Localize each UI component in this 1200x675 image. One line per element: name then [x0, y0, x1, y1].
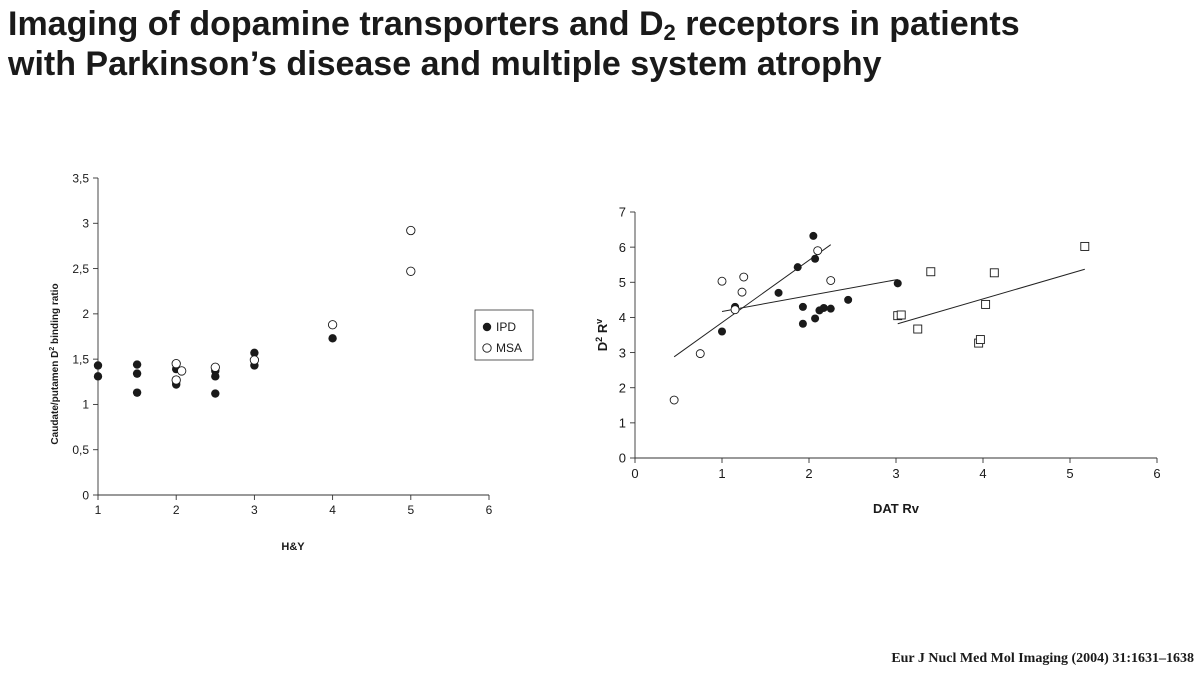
chart2-x-tick-label: 3 [892, 466, 899, 481]
slide-title: Imaging of dopamine transporters and D2 … [8, 4, 1193, 84]
chart1-x-axis-title: H&Y [281, 541, 305, 553]
chart2-point-filled [893, 279, 902, 288]
chart2-axes: 0 1 2 3 4 5 6 0 1 2 3 4 5 6 7 [619, 205, 1161, 481]
chart2-point-square [1080, 241, 1090, 251]
chart2-point-square [981, 299, 991, 309]
chart2-x-tick-label: 6 [1153, 466, 1160, 481]
chart2-y-tick-label: 1 [619, 416, 626, 431]
title-line-1-end: receptors in patients [675, 5, 1020, 43]
title-subscript: 2 [663, 20, 676, 45]
chart2-x-axis-title: DAT Rv [873, 501, 920, 516]
chart1-y-tick-label: 2 [82, 307, 89, 321]
legend-msa-label: MSA [496, 341, 522, 355]
chart2-y-tick-label: 3 [619, 345, 626, 360]
chart1-axes: 1 2 3 4 5 6 0 0,5 1 1,5 2 2,5 3 3,5 [72, 171, 492, 517]
chart1-point-open [406, 266, 416, 276]
chart1-point-open [171, 359, 181, 369]
chart1-y-tick-label: 0,5 [72, 443, 89, 457]
chart2-y-tick-label: 2 [619, 380, 626, 395]
chart1-point-open [406, 225, 416, 236]
chart1-x-tick-label: 5 [407, 503, 414, 517]
citation: Eur J Nucl Med Mol Imaging (2004) 31:163… [891, 651, 1194, 666]
chart2-point-filled [718, 327, 726, 336]
chart2-x-tick-label: 5 [1066, 466, 1073, 481]
chart2-point-filled [774, 288, 783, 297]
chart1-point-filled [132, 360, 142, 369]
chart1-point-open [249, 355, 260, 365]
chart1-y-axis-title: Caudate/putamen D2 binding ratio [49, 283, 61, 444]
chart2-point-open [730, 305, 740, 315]
chart2-y-axis-title: D2 Rv [594, 319, 610, 351]
chart2-point-open [739, 272, 749, 282]
chart2-point-filled [798, 319, 807, 328]
chart1-point-open [210, 362, 220, 372]
chart1-point-filled [93, 372, 103, 381]
chart2-y-tick-label: 5 [619, 275, 626, 290]
chart2-trendline [897, 268, 1085, 325]
chart1-x-tick-label: 2 [173, 503, 180, 517]
chart2-point-square [989, 268, 999, 278]
chart2-point-open [813, 246, 823, 256]
chart2-point-filled [819, 303, 828, 312]
chart1-y-tick-label: 1 [82, 398, 89, 412]
chart2-point-open [695, 349, 705, 359]
hy-binding-ratio-chart: 1 2 3 4 5 6 0 0,5 1 1,5 2 2,5 3 3,5 H&Y Caudate/putam… [49, 171, 534, 553]
legend-msa-marker [482, 343, 492, 353]
chart2-point-open [717, 276, 727, 286]
chart2-x-tick-label: 4 [979, 466, 986, 481]
chart1-point-filled [93, 361, 103, 370]
chart1-y-tick-label: 3 [82, 217, 89, 231]
chart2-x-tick-label: 0 [631, 466, 638, 481]
chart2-y-tick-label: 4 [619, 310, 626, 325]
dat-rv-d2-rv-chart: 0 1 2 3 4 5 6 0 1 2 3 4 5 6 7 DAT Rv D2 Rv [594, 205, 1161, 516]
legend-ipd-label: IPD [496, 320, 516, 334]
chart2-point-square [896, 310, 906, 320]
chart2-point-open [737, 287, 747, 297]
chart1-point-open [327, 320, 338, 330]
chart2-point-filled [793, 263, 802, 272]
chart2-point-filled [844, 295, 853, 304]
chart2-point-open [826, 276, 836, 285]
chart1-point-filled [132, 388, 142, 397]
chart2-x-tick-label: 2 [805, 466, 812, 481]
chart1-point-open [177, 366, 187, 376]
chart2-point-filled [809, 231, 818, 240]
chart2-y-tick-label: 6 [619, 240, 626, 255]
chart1-point-open [171, 375, 181, 385]
chart2-point-square [975, 335, 985, 345]
chart2-point-filled [811, 254, 820, 263]
chart1-y-tick-label: 3,5 [72, 171, 89, 185]
chart2-y-tick-label: 0 [619, 451, 626, 466]
chart2-trendline [673, 244, 832, 358]
chart2-point-filled [826, 304, 835, 313]
chart1-point-filled [250, 348, 259, 358]
chart2-point-square [913, 324, 923, 334]
chart1-point-filled [211, 372, 220, 381]
chart1-marks [93, 225, 416, 398]
chart2-point-filled [811, 314, 820, 323]
chart2-y-tick-label: 7 [619, 205, 626, 220]
chart1-x-tick-label: 4 [329, 503, 336, 517]
chart1-x-tick-label: 6 [486, 503, 493, 517]
chart2-point-filled [798, 302, 807, 311]
chart2-point-square [926, 267, 936, 277]
title-line-2: with Parkinson’s disease and multiple sy… [8, 45, 882, 83]
chart1-point-filled [211, 389, 220, 398]
title-line-1: Imaging of dopamine transporters and D2 … [8, 4, 1193, 44]
chart2-point-open [669, 395, 679, 405]
chart2-trendline [721, 278, 898, 312]
chart2-x-tick-label: 1 [718, 466, 725, 481]
title-line-1-text: Imaging of dopamine transporters and D [8, 5, 664, 43]
chart1-x-tick-label: 3 [251, 503, 258, 517]
legend-ipd-marker [482, 322, 492, 332]
chart1-y-tick-label: 2,5 [72, 262, 89, 276]
chart1-y-tick-label: 0 [82, 488, 89, 502]
chart1-point-filled [328, 334, 337, 343]
chart1-legend: IPD MSA [474, 309, 534, 361]
chart1-x-tick-label: 1 [95, 503, 102, 517]
chart1-point-filled [132, 369, 142, 378]
chart2-marks [669, 231, 1090, 405]
chart1-y-tick-label: 1,5 [72, 352, 89, 366]
